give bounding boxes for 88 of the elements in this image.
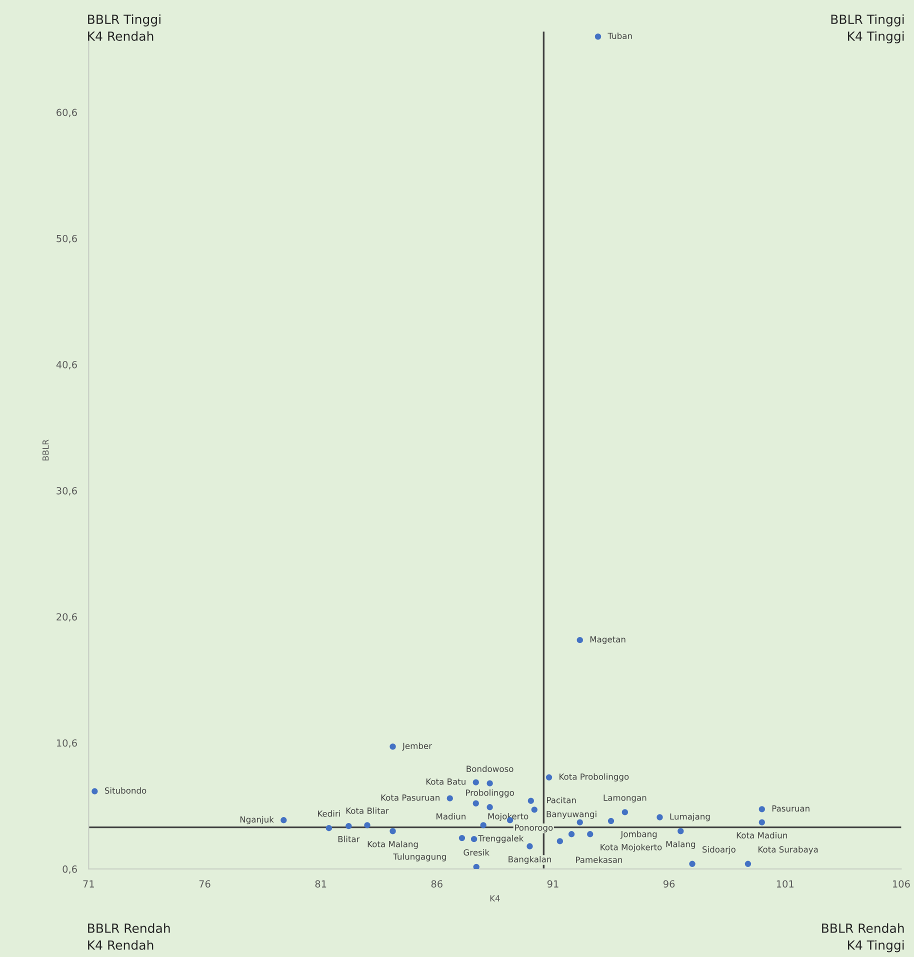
annotation: Kota Madiun	[736, 832, 788, 838]
x-tick-label: 96	[663, 880, 675, 888]
annotation: Kota Probolinggo	[560, 773, 629, 782]
annotation: Kota Surabaya	[758, 846, 818, 854]
y-tick-label: 40,6	[56, 360, 77, 370]
point	[472, 800, 479, 806]
x-tick-label: 76	[199, 880, 210, 888]
point	[480, 822, 486, 828]
point	[364, 822, 370, 828]
point	[622, 809, 628, 816]
x-axis-title: K4	[490, 895, 500, 902]
point	[472, 779, 479, 786]
point	[656, 814, 663, 820]
annotation: Jombang	[620, 830, 657, 839]
annotation: Banyuwangi	[546, 810, 596, 819]
point	[390, 828, 396, 834]
annotation: Magetan	[590, 636, 626, 644]
point	[346, 822, 352, 830]
y-tick-label: 30,6	[56, 487, 77, 496]
annotation: Kota Mojokerto	[600, 844, 662, 852]
point	[608, 818, 614, 824]
y-axis-title: BBLR	[42, 440, 49, 460]
text: BBLR Rendah K4 Tinggi	[822, 923, 904, 952]
point	[486, 804, 493, 810]
y-tick-label: 60,6	[56, 108, 77, 118]
point	[486, 780, 493, 786]
annotation: BBLR Tinggi K4 Tinggi	[831, 14, 904, 44]
annotation: Gresik	[464, 849, 490, 856]
text: BBLR Rendah K4 Rendah	[88, 923, 170, 950]
point	[92, 788, 98, 794]
point	[526, 843, 533, 850]
x-tick-label: 91	[547, 880, 558, 888]
annotation: Probolinggo	[466, 789, 514, 798]
annotation: Bondowoso	[466, 766, 514, 772]
point	[744, 860, 752, 868]
annotation: Malang	[666, 840, 696, 849]
annotation: Kota Pasuruan	[381, 794, 440, 801]
annotation: Bangkalan	[508, 856, 551, 864]
annotation: Tuban	[608, 32, 632, 40]
annotation: Tulungagung	[393, 853, 446, 862]
x-tick-label: 101	[776, 880, 794, 888]
annotation: Kota Batu	[426, 778, 466, 785]
annotation: Sidoarjo	[702, 846, 736, 854]
x-tick-label: 106	[892, 880, 910, 888]
point	[758, 806, 766, 812]
point	[531, 806, 538, 813]
point	[568, 831, 575, 838]
point	[689, 860, 696, 868]
annotation: Lamongan	[604, 794, 646, 802]
point	[556, 838, 564, 844]
annotation: Situbondo	[104, 787, 146, 794]
x-tick-label: 71	[83, 880, 94, 888]
annotation: Madiun	[436, 813, 466, 820]
point	[587, 831, 594, 838]
point	[576, 636, 583, 644]
point	[446, 795, 453, 802]
y-tick-label: 50,6	[56, 234, 77, 244]
annotation: Pasuruan	[772, 805, 810, 812]
point	[458, 834, 466, 842]
annotation: Lumajang	[670, 813, 710, 822]
y-tick-label: 20,6	[56, 613, 77, 622]
point	[280, 817, 287, 824]
y-tick-label: 0,6	[62, 865, 77, 874]
point	[594, 34, 602, 40]
point	[473, 864, 480, 869]
annotation: Jember	[402, 742, 432, 751]
annotation: Kota Blitar	[346, 807, 389, 814]
annotation: Trenggalek	[478, 835, 524, 844]
point	[546, 774, 552, 780]
point	[390, 744, 396, 750]
annotation: Pacitan	[547, 796, 576, 804]
point	[758, 819, 766, 826]
annotation: Blitar	[338, 836, 360, 842]
point	[470, 836, 478, 842]
annotation: Pamekasan	[576, 856, 622, 863]
point	[576, 819, 583, 826]
x-tick-label: 81	[315, 880, 326, 888]
annotation: Kota Malang	[368, 840, 418, 849]
point	[326, 824, 332, 832]
point	[678, 828, 684, 834]
y-tick-label: 10,6	[56, 739, 77, 748]
annotation: BBLR Tinggi K4 Rendah	[88, 14, 160, 41]
point	[528, 798, 534, 804]
annotation: Nganjuk	[240, 816, 274, 824]
annotation: Ponorogo	[515, 824, 553, 832]
annotation: Mojokerto	[488, 812, 528, 822]
x-tick-label: 86	[431, 880, 442, 888]
annotation: Kediri	[318, 810, 340, 817]
